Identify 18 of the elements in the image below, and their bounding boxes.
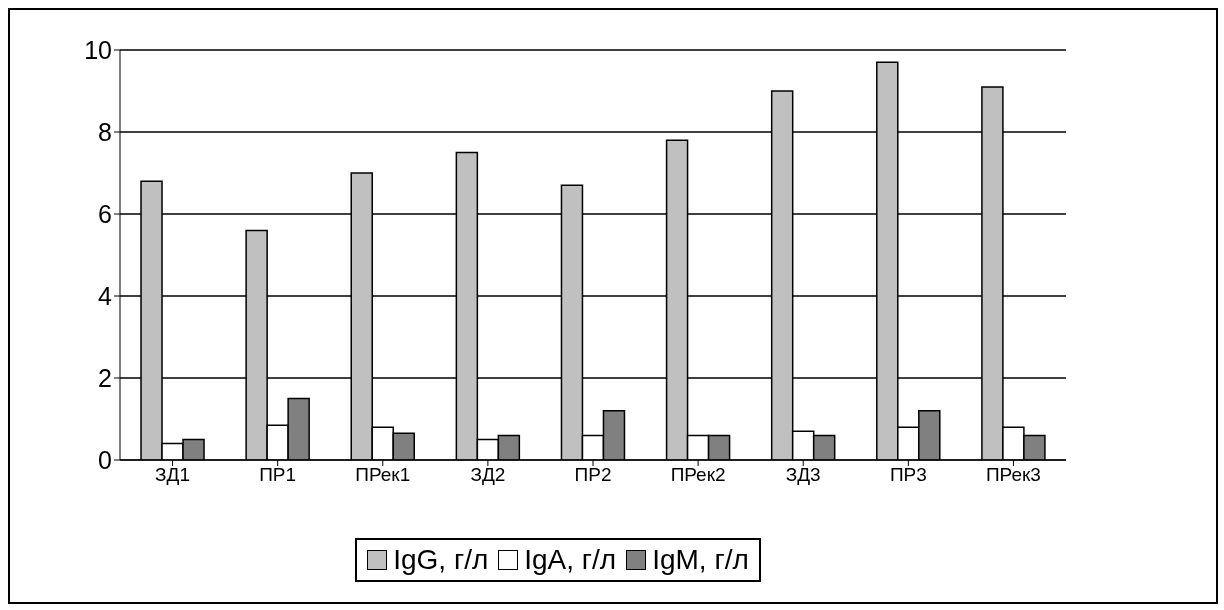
y-tick-label: 10: [84, 35, 112, 64]
legend-label: IgA, г/л: [524, 544, 617, 576]
y-tick-label: 2: [98, 363, 112, 392]
y-tick-label: 6: [98, 199, 112, 228]
x-tick-label: ПРек1: [355, 464, 411, 486]
x-tick-label: ЗД1: [155, 464, 191, 486]
x-tick-label: ПРек3: [985, 464, 1041, 486]
x-tick-label: ПР2: [574, 464, 612, 486]
y-tick-label: 4: [98, 281, 113, 310]
y-tick-label: 0: [98, 445, 112, 474]
x-tick-label: ЗД3: [785, 464, 821, 486]
x-tick-label: ПР1: [259, 464, 297, 486]
legend-label: IgG, г/л: [393, 544, 489, 576]
x-tick-label: ЗД2: [470, 464, 506, 486]
legend-label: IgM, г/л: [652, 544, 749, 576]
x-tick-label: ПР3: [889, 464, 927, 486]
x-tick-label: ПРек2: [670, 464, 726, 486]
y-tick-label: 8: [98, 117, 112, 146]
